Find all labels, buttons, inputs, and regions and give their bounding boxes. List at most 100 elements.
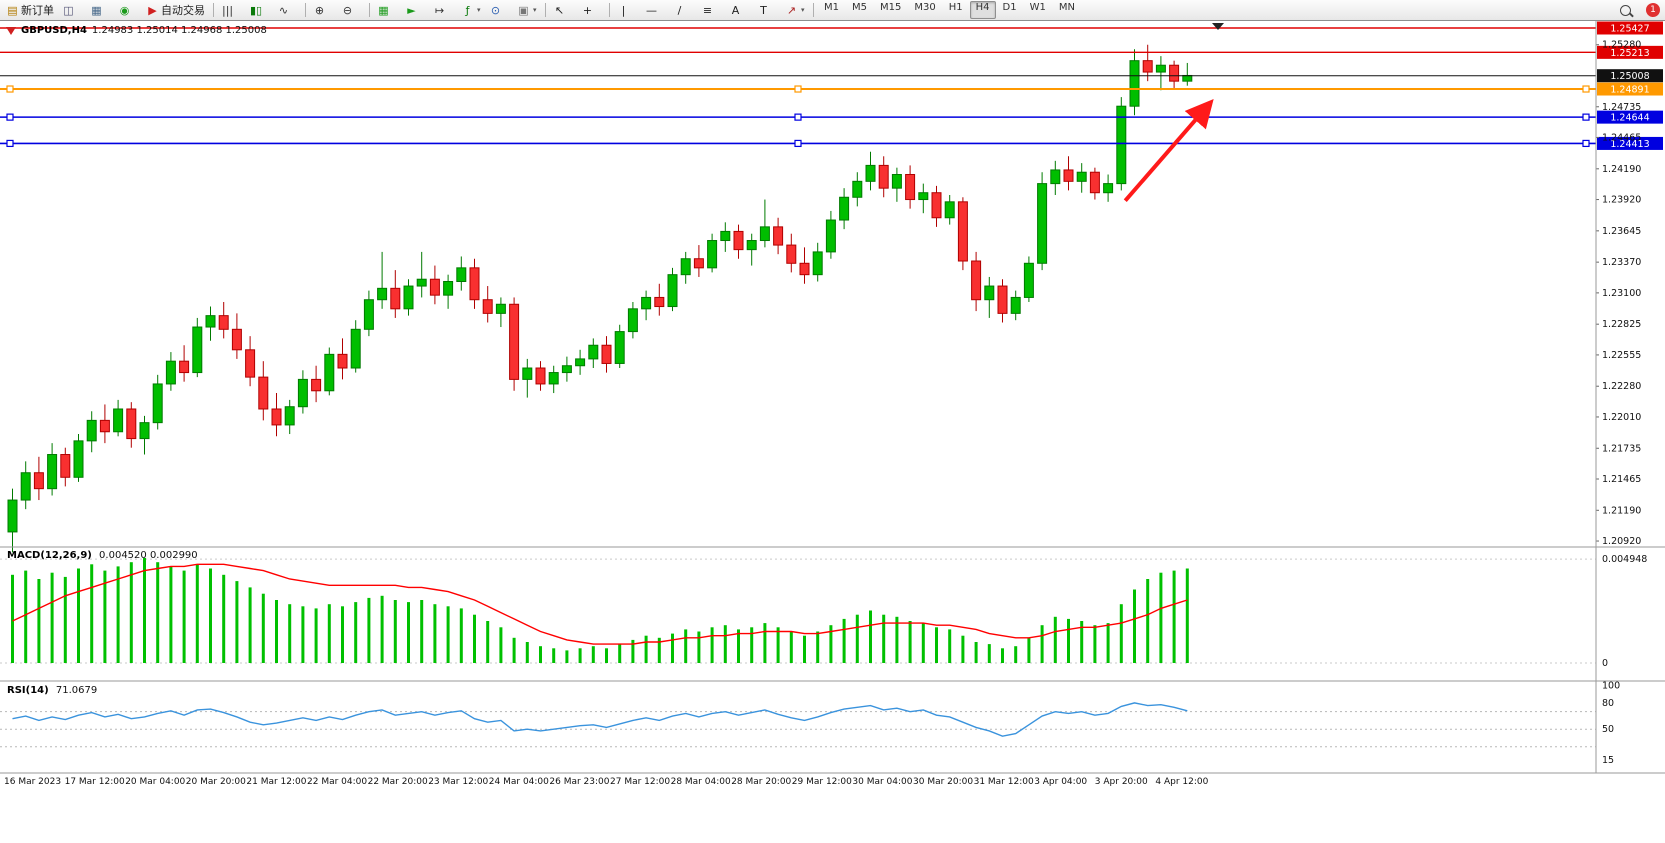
price-tag: [1597, 136, 1663, 150]
candle-down: [271, 408, 282, 426]
horizontal-line-button[interactable]: —: [642, 1, 669, 20]
zoom-out-icon: ⊖: [342, 3, 353, 17]
timeframe-button-h1[interactable]: H1: [948, 2, 963, 13]
cursor-button[interactable]: ↖: [550, 1, 577, 20]
macd-histogram-bar: [816, 631, 820, 663]
timeframe-button-mn[interactable]: MN: [1058, 2, 1075, 13]
zoom-in-button[interactable]: ⊕: [310, 1, 337, 20]
trend-arrow[interactable]: [1123, 99, 1214, 202]
profiles-button[interactable]: ▦: [87, 1, 114, 20]
macd-histogram-bar: [829, 625, 833, 663]
candle-up: [812, 251, 823, 276]
search-icon: [1620, 4, 1631, 16]
line-handle[interactable]: [794, 85, 802, 93]
timeframe-button-m5[interactable]: M5: [852, 2, 867, 13]
candle-up: [614, 331, 625, 364]
macd-histogram-bar: [737, 629, 740, 663]
zoom-out-button[interactable]: ⊖: [338, 1, 365, 20]
line-handle[interactable]: [1582, 113, 1590, 121]
trendline-button[interactable]: /: [670, 1, 697, 20]
time-axis[interactable]: 16 Mar 2023 17 Mar 12:00 20 Mar 04:00 20 Ma…: [0, 775, 1665, 793]
rsi-axis-value: 50: [1602, 724, 1614, 735]
candle-up: [205, 315, 216, 328]
candle-up: [284, 406, 295, 426]
line-chart-button[interactable]: ∿: [274, 1, 301, 20]
candle-down: [957, 201, 968, 262]
refresh-icon: ◉: [119, 3, 130, 17]
chart-canvas[interactable]: 1.25427 1.25213 1.25008 1.24891 1.24644 1.244…: [0, 21, 1665, 843]
macd-histogram-bar: [591, 646, 595, 663]
line-handle[interactable]: [1582, 139, 1590, 148]
line-handle[interactable]: [794, 139, 802, 148]
macd-histogram-bar: [578, 648, 582, 663]
timeframe-button-w1[interactable]: W1: [1029, 2, 1046, 13]
label-button[interactable]: T: [754, 1, 781, 20]
timeframe-button-m30[interactable]: M30: [914, 2, 936, 13]
chart-window[interactable]: 1.25427 1.25213 1.25008 1.24891 1.24644 1.244…: [0, 21, 1665, 843]
timeframe-button-d1[interactable]: D1: [1002, 2, 1017, 13]
bar-chart-button[interactable]: |||: [218, 1, 245, 20]
line-handle[interactable]: [6, 85, 14, 93]
period-button[interactable]: ⊙: [486, 1, 513, 20]
macd-histogram-bar: [143, 558, 146, 663]
timeframe-button-m15[interactable]: M15: [880, 2, 902, 13]
price-axis-value: 1.22280: [1602, 381, 1641, 392]
candle-down: [878, 164, 889, 189]
notification-badge[interactable]: 1: [1646, 3, 1660, 17]
macd-histogram-bar: [459, 608, 463, 663]
search-button[interactable]: [1616, 1, 1643, 20]
macd-histogram-bar: [605, 648, 608, 663]
fibonacci-button[interactable]: ≡: [698, 1, 725, 20]
template-button[interactable]: ▣ ▾: [514, 1, 541, 20]
candle-down: [337, 353, 348, 369]
line-chart-icon: ∿: [278, 3, 289, 17]
macd-histogram-bar: [90, 564, 94, 663]
macd-histogram-bar: [710, 627, 714, 663]
macd-histogram-bar: [1146, 579, 1150, 663]
candle-down: [509, 303, 520, 380]
line-handle[interactable]: [6, 113, 14, 121]
candle-up: [1076, 171, 1087, 182]
candle-up: [1010, 296, 1021, 314]
price-tag: [1597, 45, 1663, 59]
chart-shift-button[interactable]: ↦: [430, 1, 457, 20]
indicators-button[interactable]: ƒ ▾: [458, 1, 485, 20]
candle-up: [363, 299, 374, 330]
macd-histogram-bar: [1093, 625, 1097, 663]
candle-up: [891, 173, 902, 189]
macd-histogram-bar: [446, 606, 450, 663]
macd-histogram-bar: [565, 650, 569, 663]
macd-histogram-bar: [1185, 568, 1189, 663]
line-handle[interactable]: [1582, 85, 1590, 93]
macd-histogram-bar: [1040, 625, 1044, 663]
candle-up: [377, 287, 388, 301]
macd-histogram-bar: [697, 631, 701, 663]
time-axis-label: 31 Mar 12:00: [973, 777, 1034, 787]
price-tag-label: 1.24891: [1610, 85, 1649, 96]
toolbar-separator: [609, 3, 610, 17]
refresh-button[interactable]: ◉: [115, 1, 142, 20]
text-button[interactable]: A: [726, 1, 753, 20]
line-handle[interactable]: [794, 113, 802, 121]
auto-scroll-button[interactable]: ►: [402, 1, 429, 20]
candle-up: [918, 192, 929, 201]
candle-down: [99, 419, 110, 433]
timeframe-button-m1[interactable]: M1: [824, 2, 839, 13]
macd-histogram-bar: [182, 570, 186, 663]
candlestick-chart-button[interactable]: ▮▯: [246, 1, 273, 20]
vertical-line-button[interactable]: |: [614, 1, 641, 20]
charts-button[interactable]: ◫: [59, 1, 86, 20]
candle-up: [984, 285, 995, 301]
new-order-icon: ▤: [7, 3, 18, 17]
tile-windows-button[interactable]: ▦: [374, 1, 401, 20]
crosshair-button[interactable]: +: [578, 1, 605, 20]
macd-histogram-bar: [50, 572, 54, 663]
macd-histogram-bar: [539, 646, 542, 663]
arrows-button[interactable]: ↗ ▾: [782, 1, 809, 20]
candle-up: [1155, 64, 1166, 73]
timeframe-button-h4[interactable]: H4: [969, 1, 996, 19]
line-handle[interactable]: [6, 139, 14, 148]
new-order-button[interactable]: ▤ 新订单: [3, 1, 58, 20]
auto-trading-button[interactable]: ▶ 自动交易: [143, 1, 209, 20]
macd-histogram-bar: [921, 623, 925, 663]
